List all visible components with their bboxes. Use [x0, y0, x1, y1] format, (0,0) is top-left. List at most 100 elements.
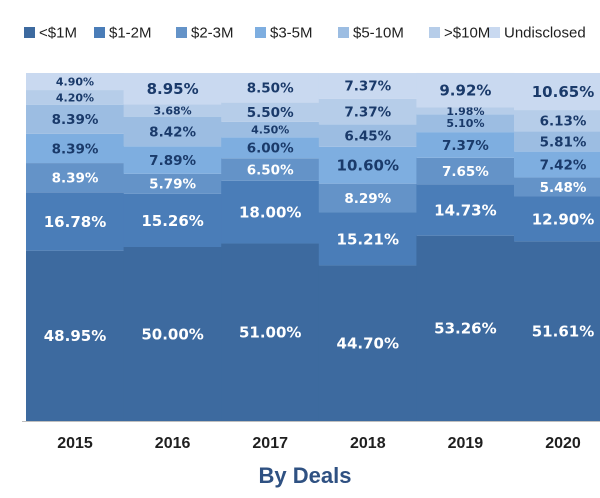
legend-item: <$1M: [24, 25, 77, 42]
legend-swatch: [429, 27, 440, 38]
data-label: 51.00%: [239, 324, 301, 342]
bar-segment: [123, 193, 222, 247]
bar-segment: [26, 192, 124, 251]
data-label: 7.37%: [344, 104, 391, 120]
data-label: 6.00%: [247, 141, 294, 157]
bar-segment: [318, 212, 417, 266]
bar-column: 44.70% 15.21% 8.29% 10.60% 6.45% 7.37% 7.37%: [318, 73, 417, 421]
bar-segment: [514, 110, 600, 132]
legend-label: >$10M: [444, 25, 490, 42]
data-label: 6.13%: [540, 114, 587, 130]
bar-segment: [416, 72, 515, 108]
bar-segment: [221, 73, 320, 103]
bar-segment: [318, 146, 417, 184]
data-label: 6.50%: [247, 162, 294, 178]
data-label: 10.60%: [337, 157, 399, 175]
bar-segment: [514, 151, 600, 178]
legend-item: Undisclosed: [489, 25, 586, 42]
bar-segment: [221, 158, 320, 181]
bar-column: 53.26% 14.73% 7.65% 7.37% 5.10%1.98% 9.92%: [416, 72, 515, 421]
data-label: 7.37%: [442, 138, 489, 154]
data-label: 8.39%: [52, 171, 99, 187]
bar-segment: [318, 265, 417, 421]
bar-column: 51.00% 18.00% 6.50% 6.00% 4.50% 5.50% 8.50%: [221, 73, 320, 421]
bar-segment: [123, 104, 222, 117]
data-label: 53.26%: [434, 320, 496, 338]
bar-segment: [26, 163, 124, 193]
data-label: 14.73%: [434, 201, 496, 219]
bar-segment: [123, 116, 222, 147]
bar-segment: [26, 90, 124, 105]
bar-segment: [318, 124, 417, 147]
data-label: 44.70%: [337, 335, 399, 353]
bar-segment: [514, 177, 600, 197]
bar-segment: [26, 73, 124, 91]
bar-segment: [416, 157, 515, 185]
x-tick-label: 2020: [545, 435, 581, 452]
bar-segment: [123, 173, 222, 194]
data-label: 8.39%: [52, 112, 99, 128]
data-label: 8.42%: [149, 124, 196, 140]
bar-segment: [416, 107, 515, 115]
bar-segment: [123, 146, 222, 174]
data-label: 16.78%: [44, 213, 106, 231]
legend-swatch: [338, 27, 349, 38]
bar-segment: [221, 121, 320, 138]
bar-column: 50.00% 15.26% 5.79% 7.89% 8.42% 3.68% 8.95%: [123, 73, 222, 421]
data-label: 18.00%: [239, 204, 301, 222]
data-label: 15.21%: [337, 230, 399, 248]
legend-swatch: [176, 27, 187, 38]
data-label: 6.45%: [344, 128, 391, 144]
data-label: 8.95%: [147, 80, 199, 98]
bar-segment: [123, 247, 222, 421]
data-label: 8.50%: [247, 81, 294, 97]
data-label: 7.37%: [344, 79, 391, 95]
data-label: 3.68%: [154, 105, 192, 118]
data-label: 51.61%: [532, 323, 594, 341]
bar-segment: [416, 235, 515, 421]
legend-item: >$10M: [429, 25, 490, 42]
legend-label: $3-5M: [270, 25, 313, 42]
legend-label: $5-10M: [353, 25, 404, 42]
bar-segment: [221, 137, 320, 159]
legend-item: $1-2M: [94, 25, 152, 42]
bar-column: 51.61% 12.90% 5.48% 7.42% 5.81% 6.13% 10.65%: [514, 73, 600, 421]
x-tick-label: 2016: [155, 435, 191, 452]
data-label: 4.90%: [56, 75, 94, 88]
x-tick-label: 2015: [57, 435, 93, 452]
bar-column: 48.95% 16.78% 8.39% 8.39% 8.39% 4.20% 4.90%: [26, 73, 124, 421]
legend-item: $2-3M: [176, 25, 234, 42]
data-label: 4.20%: [56, 91, 94, 104]
plot-area: 48.95% 16.78% 8.39% 8.39% 8.39% 4.20% 4.90% 50.…: [26, 72, 600, 421]
bar-segment: [221, 243, 320, 421]
bar-segment: [123, 73, 222, 105]
data-label: 5.81%: [540, 134, 587, 150]
data-label: 8.39%: [52, 141, 99, 157]
bar-segment: [318, 98, 417, 125]
legend-item: $3-5M: [255, 25, 313, 42]
legend-item: $5-10M: [338, 25, 404, 42]
data-label: 10.65%: [532, 83, 594, 101]
bar-segment: [514, 73, 600, 111]
legend-label: Undisclosed: [504, 25, 586, 42]
data-label: 5.79%: [149, 177, 196, 193]
data-label: 8.29%: [344, 191, 391, 207]
legend-swatch: [489, 27, 500, 38]
bar-segment: [221, 180, 320, 244]
legend-swatch: [24, 27, 35, 38]
x-tick-label: 2019: [448, 435, 484, 452]
bar-segment: [26, 133, 124, 164]
data-label: 48.95%: [44, 327, 106, 345]
legend-swatch: [94, 27, 105, 38]
x-tick-label: 2018: [350, 435, 386, 452]
legend: <$1M $1-2M $2-3M $3-5M $5-10M >$10M Undisclose…: [24, 25, 586, 42]
data-label: 5.50%: [247, 105, 294, 121]
bar-segment: [416, 132, 515, 158]
bar-segment: [221, 102, 320, 122]
data-label: 7.89%: [149, 153, 196, 169]
data-label: 15.26%: [141, 212, 203, 230]
data-label: 9.92%: [439, 82, 491, 100]
bar-segment: [318, 183, 417, 213]
data-label: 7.65%: [442, 164, 489, 180]
